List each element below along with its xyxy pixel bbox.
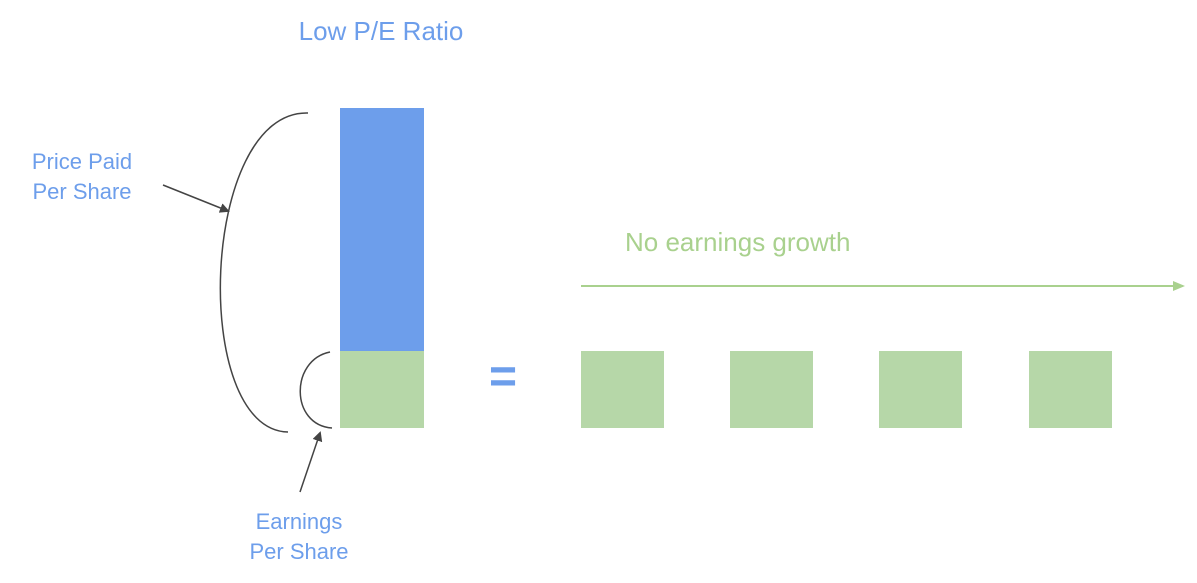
title: Low P/E Ratio — [299, 16, 464, 46]
earnings-label: Per Share — [249, 539, 348, 564]
price-label: Per Share — [32, 179, 131, 204]
earnings-block — [879, 351, 962, 428]
earnings-bracket — [299, 351, 333, 429]
price-bracket — [219, 112, 309, 433]
earnings-block — [730, 351, 813, 428]
equals-sign: = — [489, 351, 517, 404]
price-bar — [340, 108, 424, 351]
growth-label: No earnings growth — [625, 227, 850, 257]
earnings-arrow — [299, 431, 323, 493]
earnings-block — [1029, 351, 1112, 428]
price-arrow — [162, 184, 230, 213]
earnings-block — [581, 351, 664, 428]
price-label: Price Paid — [32, 149, 132, 174]
earnings-bar — [340, 351, 424, 428]
earnings-label: Earnings — [256, 509, 343, 534]
